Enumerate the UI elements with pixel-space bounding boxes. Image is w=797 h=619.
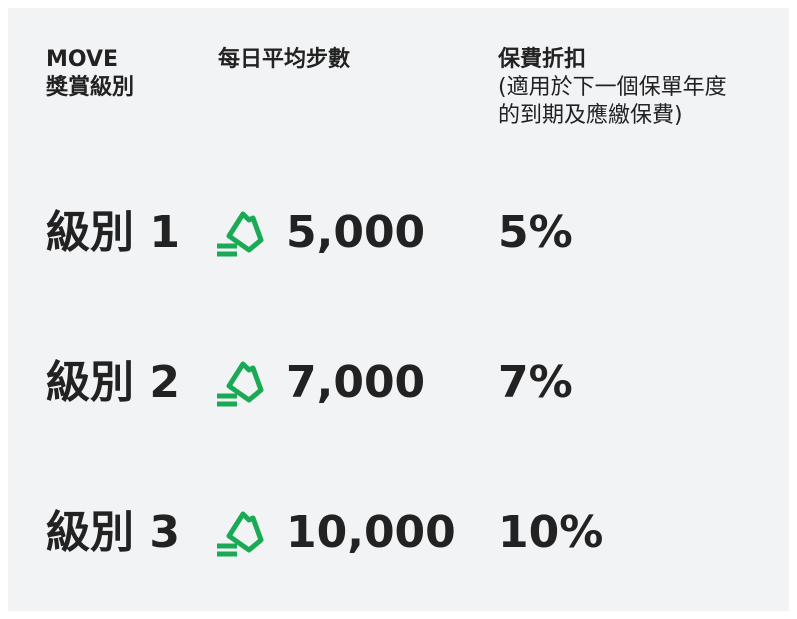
cell: 5%	[498, 207, 573, 258]
header-text: (適用於下一個保單年度	[498, 75, 727, 100]
header-text: 的到期及應繳保費)	[498, 103, 683, 128]
cell: 10,000	[286, 507, 456, 558]
cell: 級別 1	[46, 207, 180, 258]
header-text: MOVE	[46, 47, 119, 72]
cell: 10%	[498, 507, 604, 558]
shoe-icon	[217, 511, 264, 557]
cell: 級別 2	[46, 357, 180, 408]
header: 保費折扣 (適用於下一個保單年度 的到期及應繳保費)	[498, 46, 727, 130]
shoe-icon	[217, 361, 264, 407]
header-text: 每日平均步數	[218, 47, 351, 72]
cell: 5,000	[286, 207, 426, 258]
header-text: 獎賞級別	[46, 75, 135, 100]
cell: 7%	[498, 357, 573, 408]
cell: 7,000	[286, 357, 426, 408]
header: 每日平均步數	[218, 46, 350, 74]
shoe-icon	[217, 211, 264, 257]
header: MOVE 獎賞級別	[46, 46, 134, 102]
cell: 級別 3	[46, 507, 180, 558]
card: MOVE 獎賞級別 每日平均步數 保費折扣 (適用於下一個保單年度 的到期及應繳…	[8, 8, 789, 611]
header-text: 保費折扣	[498, 47, 587, 72]
